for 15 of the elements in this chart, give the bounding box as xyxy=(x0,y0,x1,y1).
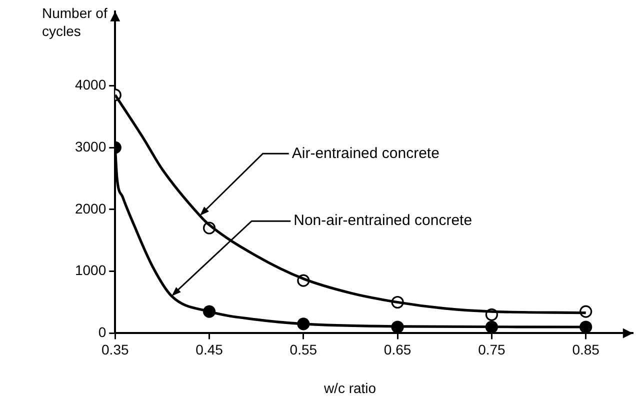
x-tick-label: 0.45 xyxy=(196,341,224,358)
annotation: Air-entrained concrete xyxy=(292,144,440,162)
x-tick-label: 0.55 xyxy=(290,341,318,358)
y-tick-label: 0 xyxy=(98,324,106,340)
x-axis-title: w/c ratio xyxy=(322,380,378,396)
x-tick-label: 0.65 xyxy=(384,341,412,358)
x-tick-label: 0.35 xyxy=(102,341,129,358)
y-tick-label: 3000 xyxy=(74,138,106,154)
y-axis-title: Number of cycles xyxy=(42,4,108,40)
y-tick-label: 1000 xyxy=(74,262,106,278)
x-tick-label: 0.85 xyxy=(572,341,600,358)
y-tick-label: 4000 xyxy=(74,76,106,93)
annotation: Non-air-entrained concrete xyxy=(294,212,472,230)
y-tick-label: 2000 xyxy=(74,200,106,216)
x-tick-label: 0.75 xyxy=(478,341,506,358)
